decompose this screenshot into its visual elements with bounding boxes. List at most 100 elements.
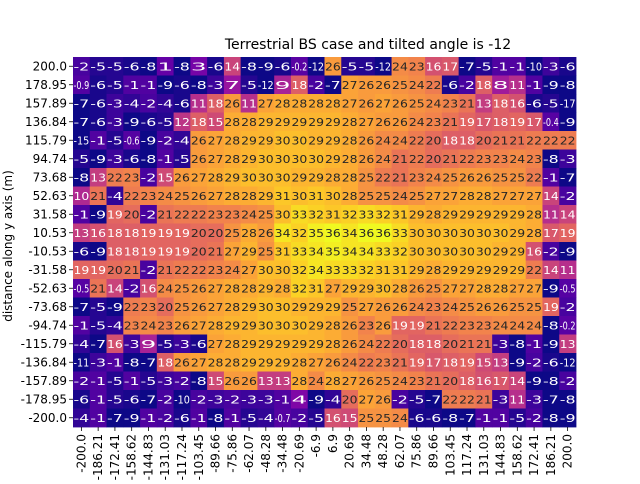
heatmap-cell — [290, 260, 309, 280]
heatmap-cell — [508, 75, 527, 95]
heatmap-cell-label: 26 — [392, 97, 408, 110]
heatmap-cell — [123, 242, 141, 261]
heatmap-cell-label: -3 — [208, 393, 224, 406]
y-tick-label: 200.0 — [33, 59, 67, 73]
heatmap-cell — [458, 353, 476, 372]
heatmap-cell-label: 29 — [241, 134, 257, 147]
heatmap-cell — [257, 334, 275, 354]
heatmap-cell — [307, 168, 325, 187]
heatmap-cell — [458, 316, 476, 335]
heatmap-cell-label: 9 — [275, 79, 291, 92]
heatmap-cell — [559, 94, 577, 113]
heatmap-cell-label: 16 — [90, 227, 106, 240]
heatmap-cell-label: 26 — [191, 153, 207, 166]
heatmap-cell-label: 36 — [359, 227, 375, 240]
heatmap-cell-label: 29 — [325, 301, 341, 314]
y-tick-label: 52.63 — [33, 189, 67, 203]
heatmap-cell — [508, 353, 527, 372]
heatmap-cell-label: 28 — [476, 282, 492, 295]
heatmap-cell-label: 28 — [208, 171, 224, 184]
heatmap-cell-label: 18 — [442, 134, 458, 147]
heatmap-cell — [492, 316, 510, 335]
heatmap-cell-label: 28 — [241, 227, 257, 240]
heatmap-cell-label: -7 — [73, 97, 89, 110]
heatmap-cell — [207, 149, 225, 169]
heatmap-cell-label: 30 — [291, 153, 307, 166]
heatmap-cells — [73, 57, 577, 428]
heatmap-cell-label: -1 — [141, 412, 157, 425]
heatmap-cell — [425, 186, 443, 206]
heatmap-cell — [492, 279, 510, 298]
heatmap-cell — [106, 353, 124, 372]
heatmap-cell-label: -0.5 — [73, 282, 89, 295]
heatmap-cell-label: -7 — [141, 356, 157, 369]
heatmap-cell-label: 30 — [426, 227, 442, 240]
heatmap-cell — [123, 260, 141, 280]
heatmap-cell-label: -1 — [157, 153, 173, 166]
heatmap-cell — [374, 75, 392, 95]
heatmap-cell — [542, 260, 560, 280]
heatmap-cell — [341, 131, 359, 150]
heatmap-cell-label: 26 — [359, 375, 375, 388]
heatmap-cell-label: 24 — [409, 79, 425, 92]
heatmap-cell — [358, 168, 376, 187]
heatmap-cell — [207, 408, 225, 428]
heatmap-cell — [374, 353, 392, 372]
heatmap-cell-label: -5 — [342, 60, 358, 73]
heatmap-cell-label: 29 — [359, 282, 375, 295]
heatmap-cell — [140, 112, 158, 132]
heatmap-cell — [156, 371, 174, 391]
heatmap-cell — [324, 316, 342, 335]
heatmap-cell — [441, 205, 460, 224]
heatmap-cell-label: 35 — [308, 227, 324, 240]
heatmap-cell — [156, 168, 174, 187]
heatmap-cell-label: -8 — [543, 153, 559, 166]
heatmap-cell — [156, 297, 174, 317]
heatmap-cell-label: 9 — [141, 338, 157, 351]
heatmap-cell-label: 16 — [476, 375, 492, 388]
heatmap-cell — [190, 242, 208, 261]
heatmap-cell-label: -3 — [241, 393, 257, 406]
heatmap-cell — [106, 112, 124, 132]
heatmap-cell — [391, 408, 409, 428]
heatmap-cell — [123, 205, 141, 224]
heatmap-cell-label: 29 — [459, 264, 475, 277]
heatmap-cell — [123, 186, 141, 206]
heatmap-cell — [89, 353, 107, 372]
heatmap-cell-label: -6 — [543, 356, 559, 369]
heatmap-cell — [458, 112, 476, 132]
heatmap-cell-label: 22 — [459, 393, 475, 406]
heatmap-cell-label: 21 — [426, 375, 442, 388]
heatmap-cell — [274, 149, 292, 169]
heatmap-cell-label: 14 — [107, 282, 123, 295]
heatmap-cell-label: 29 — [308, 338, 324, 351]
heatmap-cell-label: -9 — [157, 79, 173, 92]
heatmap-cell-label: 28 — [241, 116, 257, 129]
heatmap-cell-label: 28 — [476, 190, 492, 203]
heatmap-cell-label: -0.2 — [560, 319, 576, 332]
heatmap-cell-label: 24 — [308, 375, 324, 388]
heatmap-cell — [358, 242, 376, 261]
heatmap-cell-label: 27 — [442, 190, 458, 203]
heatmap-cell-label: 30 — [275, 153, 291, 166]
heatmap-cell-label: -1 — [476, 412, 492, 425]
heatmap-cell — [223, 94, 242, 113]
heatmap-cell — [190, 205, 208, 224]
heatmap-cell — [408, 408, 426, 428]
heatmap-cell — [542, 131, 560, 150]
heatmap-cell — [240, 168, 258, 187]
heatmap-cell-label: 30 — [476, 227, 492, 240]
y-axis-ticks: 200.0 178.95 157.89 136.84 115.79 94.74 73.68 5… — [21, 59, 73, 425]
heatmap-cell-label: -6 — [124, 60, 140, 73]
heatmap-cell — [475, 371, 493, 391]
heatmap-cell-label: -7 — [90, 338, 106, 351]
heatmap-cell — [89, 112, 107, 132]
heatmap-cell-label: 10 — [73, 190, 89, 203]
heatmap-cell-label: 13 — [476, 97, 492, 110]
y-tick-label: -157.89 — [21, 374, 67, 388]
heatmap-cell-label: 20 — [392, 338, 408, 351]
heatmap-cell — [525, 205, 543, 224]
heatmap-cell-label: -6 — [124, 153, 140, 166]
heatmap-cell — [358, 316, 376, 335]
heatmap-cell — [408, 371, 426, 391]
